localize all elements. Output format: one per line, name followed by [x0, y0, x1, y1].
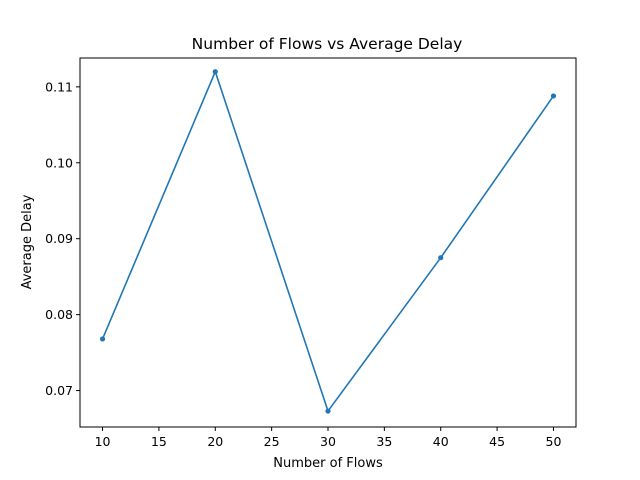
x-tick-label: 45	[489, 434, 505, 449]
data-point	[550, 93, 557, 99]
x-tick-label: 20	[207, 434, 223, 449]
x-tick-label: 10	[95, 434, 111, 449]
x-tick-label: 15	[151, 434, 167, 449]
y-tick-label: 0.11	[45, 79, 73, 94]
chart-title: Number of Flows vs Average Delay	[192, 35, 463, 53]
data-point	[212, 69, 218, 75]
y-tick-label: 0.07	[45, 383, 73, 398]
x-tick-label: 35	[376, 434, 392, 449]
y-tick-label: 0.09	[45, 231, 73, 246]
x-tick-label: 40	[433, 434, 449, 449]
data-point	[438, 255, 444, 261]
data-point	[99, 336, 106, 342]
x-tick-label: 25	[264, 434, 280, 449]
y-tick-label: 0.08	[45, 307, 73, 322]
y-axis-label: Average Delay	[20, 194, 35, 289]
series-layer	[99, 69, 557, 414]
x-axis: 10 15 20 25 30 35 40 45 50	[95, 427, 562, 449]
x-tick-label: 50	[546, 434, 562, 449]
data-point	[325, 408, 331, 414]
y-axis: 0.07 0.08 0.09 0.10 0.11	[45, 79, 80, 398]
y-tick-label: 0.10	[45, 155, 73, 170]
x-tick-label: 30	[320, 434, 336, 449]
x-axis-label: Number of Flows	[273, 456, 383, 471]
